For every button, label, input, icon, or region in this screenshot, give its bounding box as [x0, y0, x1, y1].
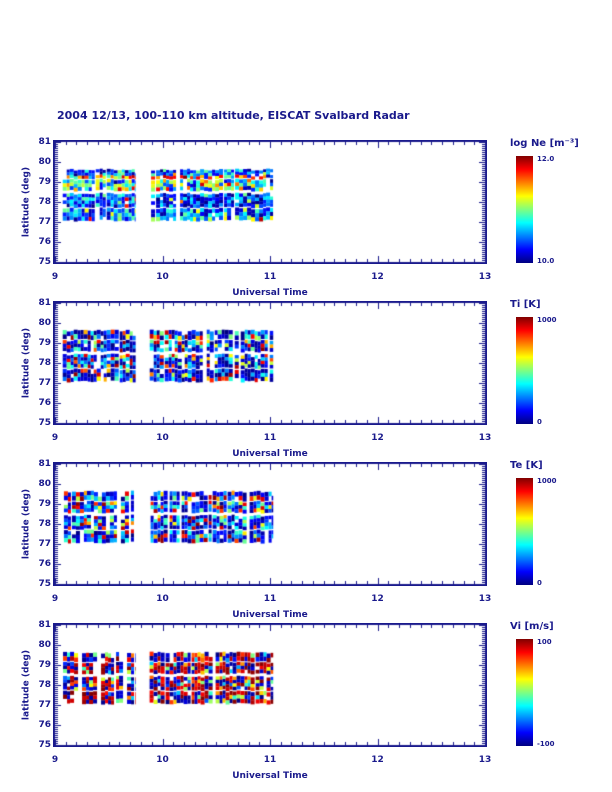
x-tick-label: 11	[263, 433, 277, 443]
ne-colorbar-min-label: 10.0	[537, 257, 555, 265]
vi-y-axis-label: latitude (deg)	[21, 649, 32, 721]
ti-colorbar-min-label: 0	[537, 418, 542, 426]
vi-colorbar	[516, 639, 533, 746]
page-title: 2004 12/13, 100-110 km altitude, EISCAT …	[57, 109, 410, 122]
y-tick-label: 77	[38, 217, 51, 227]
x-tick-label: 12	[371, 272, 384, 282]
y-tick-label: 76	[38, 398, 51, 408]
x-tick-label: 9	[51, 272, 59, 282]
x-tick-label: 9	[51, 755, 59, 765]
x-tick-label: 12	[371, 433, 384, 443]
x-tick-label: 11	[263, 272, 277, 282]
x-tick-label: 13	[478, 272, 492, 282]
y-tick-label: 79	[38, 177, 51, 187]
x-tick-label: 9	[51, 433, 59, 443]
vi-colorbar-title: Vi [m/s]	[510, 621, 554, 632]
y-tick-label: 80	[38, 479, 51, 489]
y-tick-label: 80	[38, 318, 51, 328]
ti-x-axis-label: Universal Time	[232, 449, 308, 459]
ne-colorbar	[516, 156, 533, 263]
y-tick-label: 76	[38, 720, 51, 730]
y-tick-label: 76	[38, 237, 51, 247]
ne-heatmap-canvas	[53, 140, 487, 264]
te-colorbar-min-label: 0	[537, 579, 542, 587]
x-tick-label: 10	[156, 755, 169, 765]
x-tick-label: 12	[371, 755, 384, 765]
ti-colorbar-max-label: 1000	[537, 316, 557, 324]
y-tick-label: 79	[38, 338, 51, 348]
y-tick-label: 77	[38, 700, 51, 710]
x-tick-label: 13	[478, 433, 492, 443]
y-tick-label: 79	[38, 499, 51, 509]
x-tick-label: 13	[478, 594, 492, 604]
ti-colorbar	[516, 317, 533, 424]
ne-y-axis-label: latitude (deg)	[21, 166, 32, 238]
y-tick-label: 75	[38, 418, 51, 428]
ne-colorbar-title: log Ne [m⁻³]	[510, 138, 579, 149]
y-tick-label: 78	[38, 358, 51, 368]
y-tick-label: 77	[38, 539, 51, 549]
ti-colorbar-title: Ti [K]	[510, 299, 541, 310]
y-tick-label: 78	[38, 519, 51, 529]
y-tick-label: 81	[38, 137, 51, 147]
x-tick-label: 11	[263, 755, 277, 765]
y-tick-label: 75	[38, 579, 51, 589]
x-tick-label: 10	[156, 433, 169, 443]
ti-heatmap-canvas	[53, 301, 487, 425]
ne-colorbar-max-label: 12.0	[537, 155, 555, 163]
te-colorbar-title: Te [K]	[510, 460, 543, 471]
vi-colorbar-min-label: -100	[537, 740, 555, 748]
vi-x-axis-label: Universal Time	[232, 771, 308, 781]
y-tick-label: 81	[38, 620, 51, 630]
y-tick-label: 80	[38, 157, 51, 167]
y-tick-label: 78	[38, 680, 51, 690]
x-tick-label: 9	[51, 594, 59, 604]
te-x-axis-label: Universal Time	[232, 610, 308, 620]
y-tick-label: 81	[38, 459, 51, 469]
te-colorbar	[516, 478, 533, 585]
x-tick-label: 12	[371, 594, 384, 604]
y-tick-label: 79	[38, 660, 51, 670]
y-tick-label: 78	[38, 197, 51, 207]
ne-x-axis-label: Universal Time	[232, 288, 308, 298]
y-tick-label: 80	[38, 640, 51, 650]
ti-y-axis-label: latitude (deg)	[21, 327, 32, 399]
x-tick-label: 13	[478, 755, 492, 765]
y-tick-label: 81	[38, 298, 51, 308]
te-colorbar-max-label: 1000	[537, 477, 557, 485]
x-tick-label: 10	[156, 594, 169, 604]
te-y-axis-label: latitude (deg)	[21, 488, 32, 560]
y-tick-label: 76	[38, 559, 51, 569]
x-tick-label: 11	[263, 594, 277, 604]
vi-colorbar-max-label: 100	[537, 638, 552, 646]
vi-heatmap-canvas	[53, 623, 487, 747]
x-tick-label: 10	[156, 272, 169, 282]
y-tick-label: 77	[38, 378, 51, 388]
y-tick-label: 75	[38, 257, 51, 267]
te-heatmap-canvas	[53, 462, 487, 586]
y-tick-label: 75	[38, 740, 51, 750]
